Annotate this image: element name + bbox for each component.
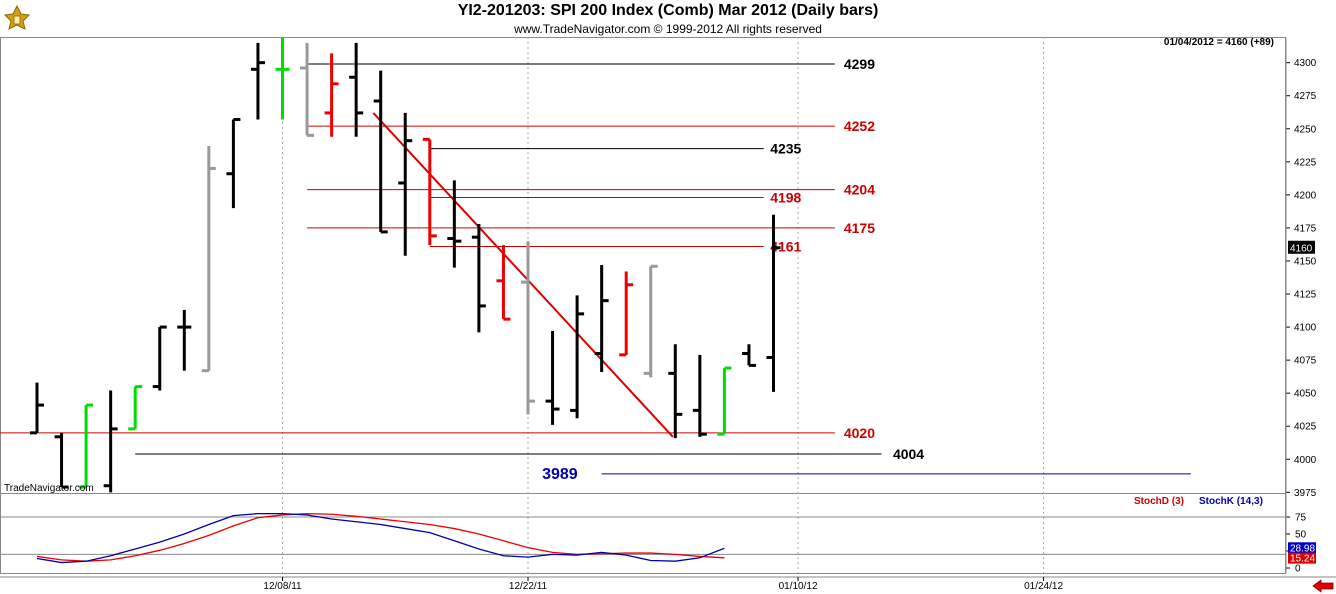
ohlc-bar[interactable]: [496, 245, 511, 321]
ohlc-bar[interactable]: [717, 366, 732, 436]
ohlc-bar[interactable]: [275, 37, 290, 120]
chart-title: YI2-201203: SPI 200 Index (Comb) Mar 201…: [457, 2, 879, 19]
stochk-value-box: [1288, 542, 1316, 554]
price-tick-label: 4125: [1294, 290, 1317, 301]
price-tick-label: 4050: [1294, 389, 1317, 400]
ohlc-bar[interactable]: [545, 331, 560, 425]
ohlc-bar[interactable]: [668, 344, 683, 439]
ohlc-bar[interactable]: [54, 432, 69, 489]
ohlc-bar[interactable]: [250, 42, 265, 120]
ohlc-bar[interactable]: [300, 42, 315, 137]
ohlc-bar[interactable]: [324, 53, 339, 137]
stochk-value-label: 28.98: [1290, 543, 1315, 554]
ohlc-bar[interactable]: [447, 180, 462, 268]
level-label: 4020: [844, 425, 875, 441]
ohlc-bar[interactable]: [619, 271, 634, 357]
date-tick-label: 12/22/11: [509, 581, 548, 592]
ohlc-bar[interactable]: [103, 390, 118, 493]
stoch-tick-label: 50: [1295, 530, 1307, 541]
level-label: 3989: [542, 466, 578, 483]
stochd-value-label: 15.24: [1290, 554, 1315, 565]
level-label: 4204: [844, 182, 875, 198]
ohlc-bar[interactable]: [373, 70, 388, 234]
price-readout: 01/04/2012 = 4160 (+89): [1163, 37, 1274, 48]
ohlc-bar[interactable]: [766, 214, 781, 392]
ohlc-bar[interactable]: [692, 354, 707, 437]
date-tick-label: 01/10/12: [779, 581, 818, 592]
level-label: 4004: [893, 446, 924, 462]
price-tick-label: 4175: [1294, 223, 1317, 234]
price-tick-label: 3975: [1294, 488, 1317, 499]
ohlc-bar[interactable]: [570, 295, 585, 419]
price-tick-label: 4075: [1294, 356, 1317, 367]
last-price-box: [1288, 240, 1315, 254]
scroll-back-arrow-icon[interactable]: [1312, 579, 1334, 593]
price-tick-label: 4250: [1294, 124, 1317, 135]
price-tick-label: 4025: [1294, 422, 1317, 433]
stoch-panel-frame: [0, 493, 1286, 574]
ohlc-bar[interactable]: [152, 325, 167, 391]
ohlc-bar[interactable]: [226, 118, 241, 209]
level-label: 4198: [770, 190, 801, 206]
trendline: [372, 112, 674, 438]
level-label: 4235: [770, 141, 801, 157]
level-label: 4299: [844, 56, 875, 72]
ohlc-bar[interactable]: [79, 403, 94, 489]
trade-navigator-logo-icon: [4, 4, 30, 30]
price-tick-label: 4100: [1294, 323, 1317, 334]
ohlc-bar[interactable]: [30, 382, 44, 435]
ohlc-bar[interactable]: [643, 264, 658, 378]
price-tick-label: 4150: [1294, 256, 1317, 267]
ohlc-bar[interactable]: [422, 137, 437, 246]
price-panel-frame: [0, 37, 1286, 494]
ohlc-bar[interactable]: [398, 112, 413, 256]
copyright-line: www.TradeNavigator.com © 1999-2012 All r…: [514, 22, 822, 36]
ohlc-bar[interactable]: [741, 344, 756, 367]
ohlc-bar[interactable]: [201, 145, 216, 373]
price-tick-label: 4200: [1294, 190, 1317, 201]
stochd-value-box: [1288, 552, 1316, 564]
stochd-legend: StochD (3): [1134, 496, 1184, 507]
stoch-line: [36, 512, 725, 564]
price-tick-label: 4225: [1294, 157, 1317, 168]
stoch-tick-label: 0: [1295, 564, 1301, 575]
level-label: 4252: [844, 118, 875, 134]
level-label: 4175: [844, 220, 875, 236]
price-tick-label: 4300: [1294, 58, 1317, 69]
level-label: 4161: [770, 238, 801, 254]
stochk-legend: StochK (14,3): [1199, 496, 1263, 507]
level-lines: 4299 4252 4235 4204 4198 4175 4161 4020 4004 3989: [0, 56, 1191, 483]
stoch-tick-label: 75: [1295, 513, 1307, 524]
ohlc-bar[interactable]: [349, 42, 364, 137]
ohlc-bars: [30, 37, 781, 493]
price-tick-label: 4275: [1294, 91, 1317, 102]
ohlc-bar[interactable]: [128, 385, 143, 431]
ohlc-bar[interactable]: [471, 223, 486, 333]
ohlc-bar[interactable]: [177, 309, 192, 371]
last-price-label: 4160: [1290, 243, 1313, 254]
date-tick-label: 12/08/11: [263, 581, 302, 592]
ohlc-bar[interactable]: [521, 241, 535, 415]
watermark: TradeNavigator.com: [4, 483, 94, 494]
ohlc-bar[interactable]: [594, 264, 609, 373]
price-tick-label: 4000: [1294, 455, 1317, 466]
date-tick-label: 01/24/12: [1024, 581, 1063, 592]
